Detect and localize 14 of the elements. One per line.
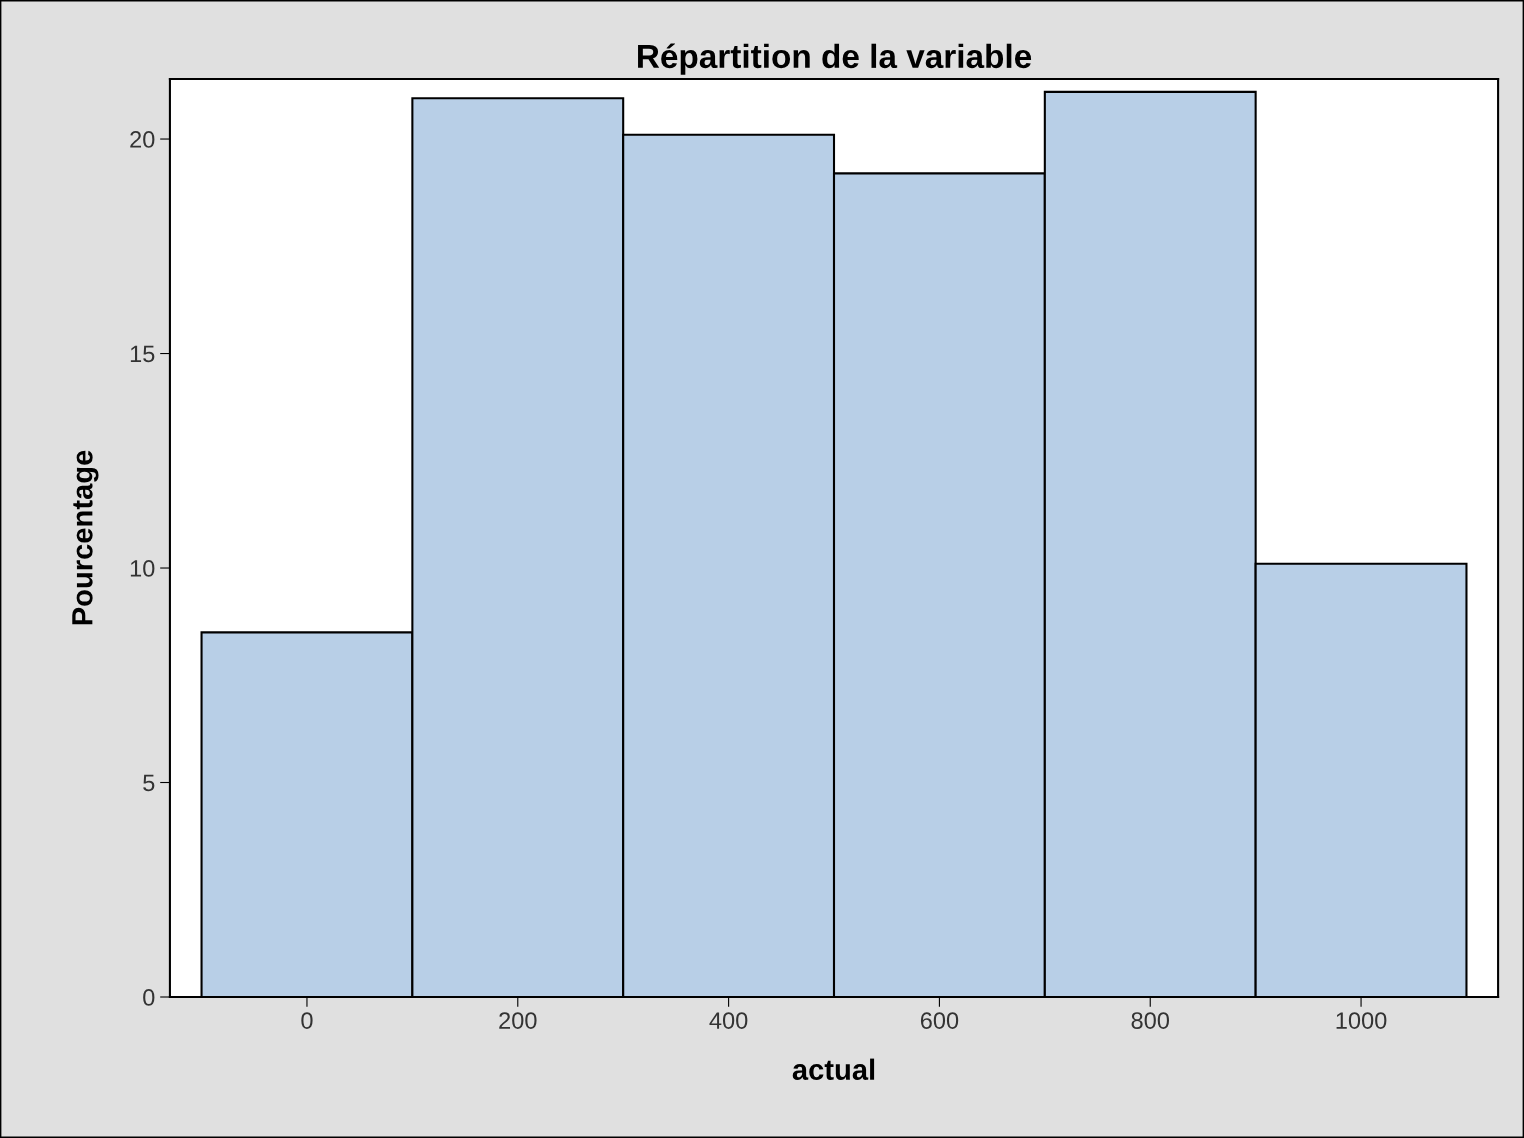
x-tick-label: 600 (920, 1012, 959, 1029)
x-tick-label: 0 (301, 1012, 313, 1029)
y-tick-label: 10 (130, 560, 155, 577)
y-tick-label: 15 (130, 345, 155, 363)
x-tick-label: 1000 (1336, 1012, 1387, 1029)
x-tick-label: 800 (1131, 1012, 1170, 1029)
y-tick-label: 5 (143, 774, 155, 792)
x-tick-label: 200 (499, 1012, 537, 1029)
x-axis-title: actual (792, 1058, 875, 1081)
y-tick-label: 20 (130, 131, 155, 148)
chart-title: Répartition de la variable (638, 43, 1032, 75)
x-tick-label: 400 (709, 1012, 748, 1029)
y-tick-label: 0 (143, 989, 155, 1006)
y-axis-title: Pourcentage (72, 450, 99, 625)
